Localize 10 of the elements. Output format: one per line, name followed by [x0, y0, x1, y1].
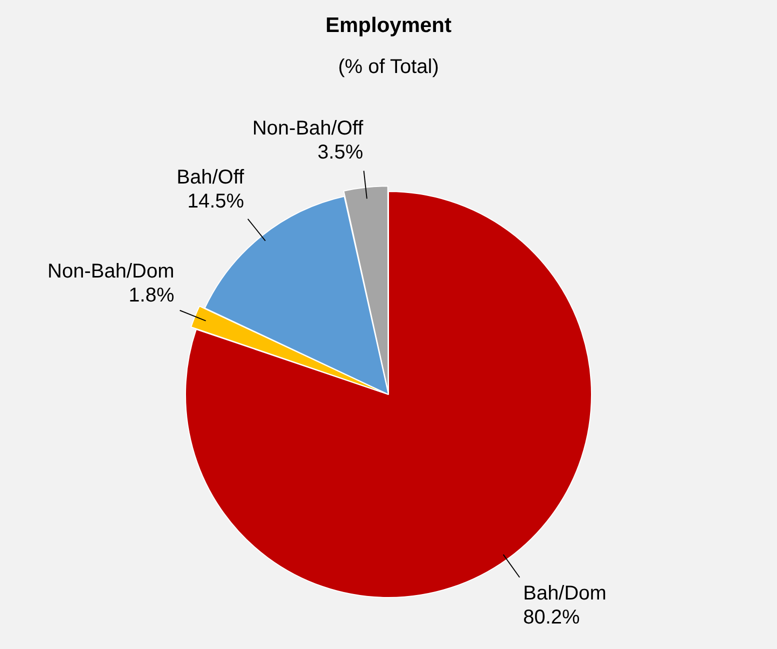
data-label: 14.5%: [187, 190, 244, 213]
chart-title: Employment: [324, 14, 453, 38]
slice-label: Non-Bah/Dom: [48, 260, 174, 283]
data-label: 80.2%: [523, 606, 580, 629]
slice-label: Bah/Off: [176, 166, 245, 189]
data-label: 1.8%: [128, 284, 174, 307]
chart-subtitle: (% of Total): [337, 56, 440, 79]
slice-label: Non-Bah/Off: [252, 117, 364, 140]
data-label: 3.5%: [318, 141, 364, 164]
slice-label: Bah/Dom: [523, 582, 606, 605]
